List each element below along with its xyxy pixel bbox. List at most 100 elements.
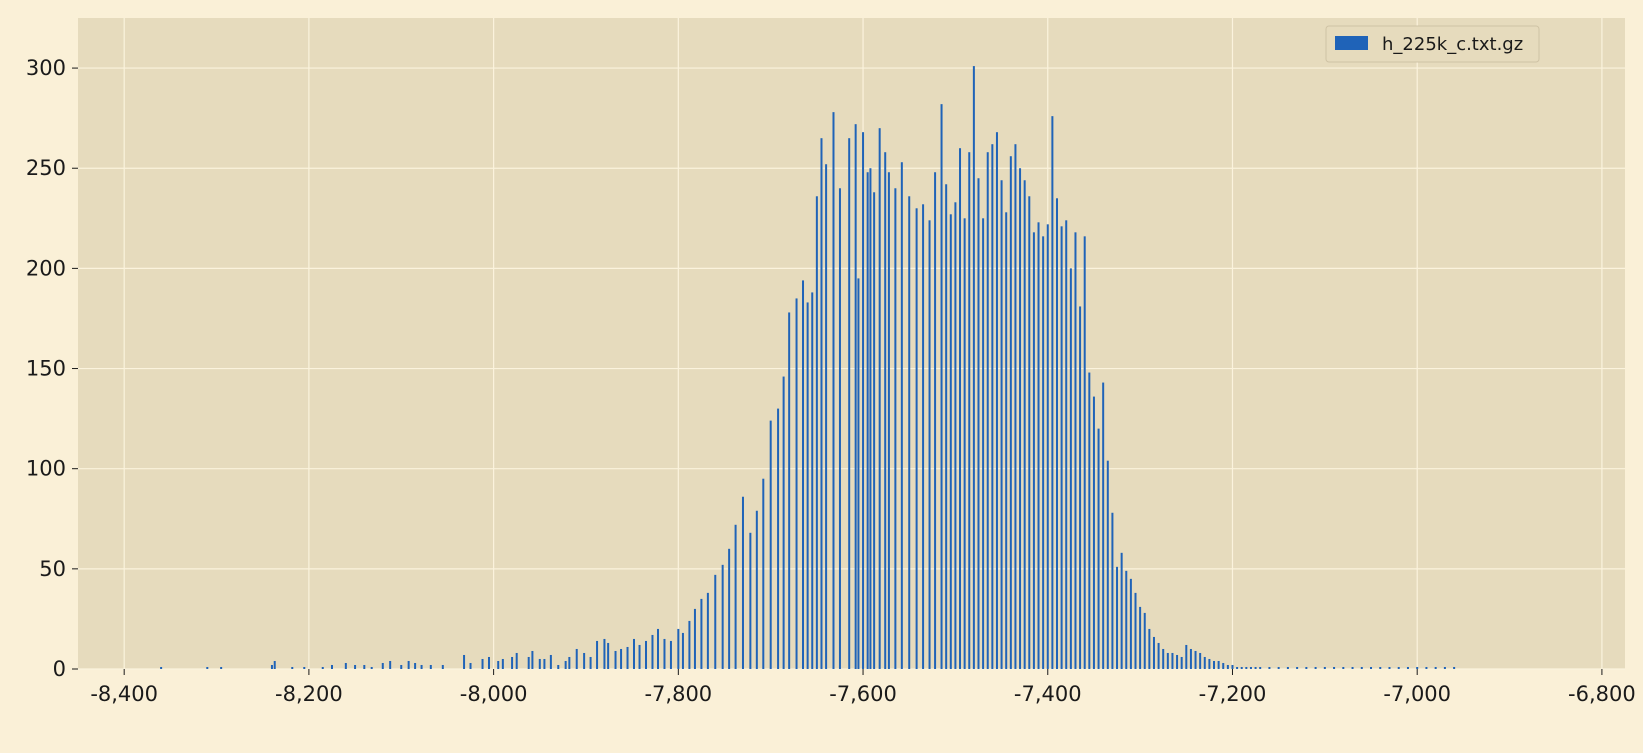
legend-box <box>1325 25 1540 63</box>
histogram-bar <box>1406 666 1409 669</box>
histogram-bar <box>663 638 666 669</box>
histogram-bar <box>1217 660 1220 669</box>
histogram-bar <box>632 638 635 669</box>
histogram-bar <box>887 172 890 669</box>
histogram-bar <box>1051 116 1054 670</box>
histogram-bar <box>1425 666 1428 669</box>
histogram-bar <box>721 564 724 669</box>
histogram-bar <box>949 214 952 669</box>
histogram-bar <box>954 202 957 669</box>
histogram-bar <box>511 656 514 669</box>
histogram-bar <box>706 592 709 669</box>
histogram-bar <box>1092 396 1095 669</box>
histogram-bar <box>1143 612 1146 669</box>
histogram-bar <box>1286 666 1289 669</box>
y-tick-label: 300 <box>26 56 66 80</box>
histogram-bar <box>1088 372 1091 669</box>
histogram-bar <box>945 184 948 670</box>
histogram-bar <box>575 648 578 669</box>
histogram-bar <box>959 148 962 669</box>
histogram-bar <box>986 152 989 669</box>
histogram-bar <box>728 548 731 669</box>
histogram-bar <box>769 420 772 669</box>
histogram-bar <box>1245 666 1248 669</box>
histogram-bar <box>564 660 567 669</box>
histogram-bar <box>1106 460 1109 669</box>
histogram-bar <box>487 656 490 669</box>
histogram-bar <box>1129 578 1132 669</box>
x-tick-label: -8,000 <box>460 682 528 706</box>
histogram-bar <box>894 188 897 669</box>
histogram-bar <box>1296 666 1299 669</box>
histogram-bar <box>762 478 765 669</box>
histogram-bar <box>848 138 851 669</box>
histogram-bar <box>857 278 860 669</box>
histogram-bar <box>832 112 835 670</box>
histogram-bar <box>1333 666 1336 669</box>
histogram-bar <box>543 658 546 669</box>
histogram-bar <box>1134 592 1137 669</box>
histogram-bar <box>557 664 560 669</box>
histogram-bar <box>1125 570 1128 669</box>
histogram-bar <box>638 644 641 669</box>
histogram-bar <box>1199 652 1202 669</box>
histogram-bar <box>1189 648 1192 669</box>
histogram-bar <box>400 664 403 669</box>
histogram-bar <box>1213 660 1216 669</box>
histogram-bar <box>866 172 869 669</box>
histogram-bar <box>1194 650 1197 669</box>
histogram-bar <box>1416 666 1419 669</box>
histogram-bar <box>389 660 392 669</box>
histogram-bar <box>549 654 552 669</box>
histogram-bar <box>1222 662 1225 669</box>
x-tick-label: -7,600 <box>829 682 897 706</box>
histogram-bar <box>429 664 432 669</box>
histogram-bar <box>501 658 504 669</box>
histogram-bar <box>1000 180 1003 669</box>
histogram-bar <box>1102 382 1105 669</box>
histogram-bar <box>1028 196 1031 669</box>
histogram-bar <box>854 124 857 669</box>
y-tick-label: 0 <box>53 657 66 681</box>
histogram-bar <box>878 128 881 669</box>
histogram-bar <box>1083 236 1086 669</box>
histogram-bar <box>900 162 903 669</box>
histogram-bar <box>1388 666 1391 669</box>
histogram-bar <box>1305 666 1308 669</box>
histogram-bar <box>1042 236 1045 669</box>
histogram-bar <box>734 524 737 669</box>
histogram-bar <box>1379 666 1382 669</box>
histogram-bar <box>862 132 865 669</box>
histogram-bar <box>1148 628 1151 669</box>
histogram-bar <box>681 632 684 669</box>
histogram-bar <box>515 652 518 669</box>
histogram-bar <box>869 168 872 669</box>
y-tick-label: 50 <box>39 557 66 581</box>
histogram-bar <box>303 666 306 669</box>
histogram-bar <box>700 598 703 669</box>
histogram-bar <box>1360 666 1363 669</box>
histogram-bar <box>811 292 814 669</box>
histogram-bar <box>777 408 780 669</box>
histogram-bar <box>991 144 994 669</box>
histogram-bar <box>1226 664 1229 669</box>
histogram-bar <box>782 376 785 669</box>
histogram-bar <box>1120 552 1123 669</box>
histogram-bar <box>940 104 943 669</box>
histogram-bar <box>527 656 530 669</box>
histogram-bar <box>538 658 541 669</box>
x-tick-label: -7,400 <box>1014 682 1082 706</box>
histogram-bar <box>884 152 887 669</box>
histogram-bar <box>441 664 444 669</box>
histogram-bar <box>1139 606 1142 669</box>
histogram-bar <box>603 638 606 669</box>
histogram-bar <box>1268 666 1271 669</box>
histogram-bar <box>755 510 758 669</box>
histogram-bar <box>972 66 975 669</box>
histogram-bar <box>1185 644 1188 669</box>
histogram-bar <box>1254 666 1257 669</box>
histogram-bar <box>1208 658 1211 669</box>
histogram-bar <box>1351 666 1354 669</box>
histogram-bar <box>915 208 918 670</box>
